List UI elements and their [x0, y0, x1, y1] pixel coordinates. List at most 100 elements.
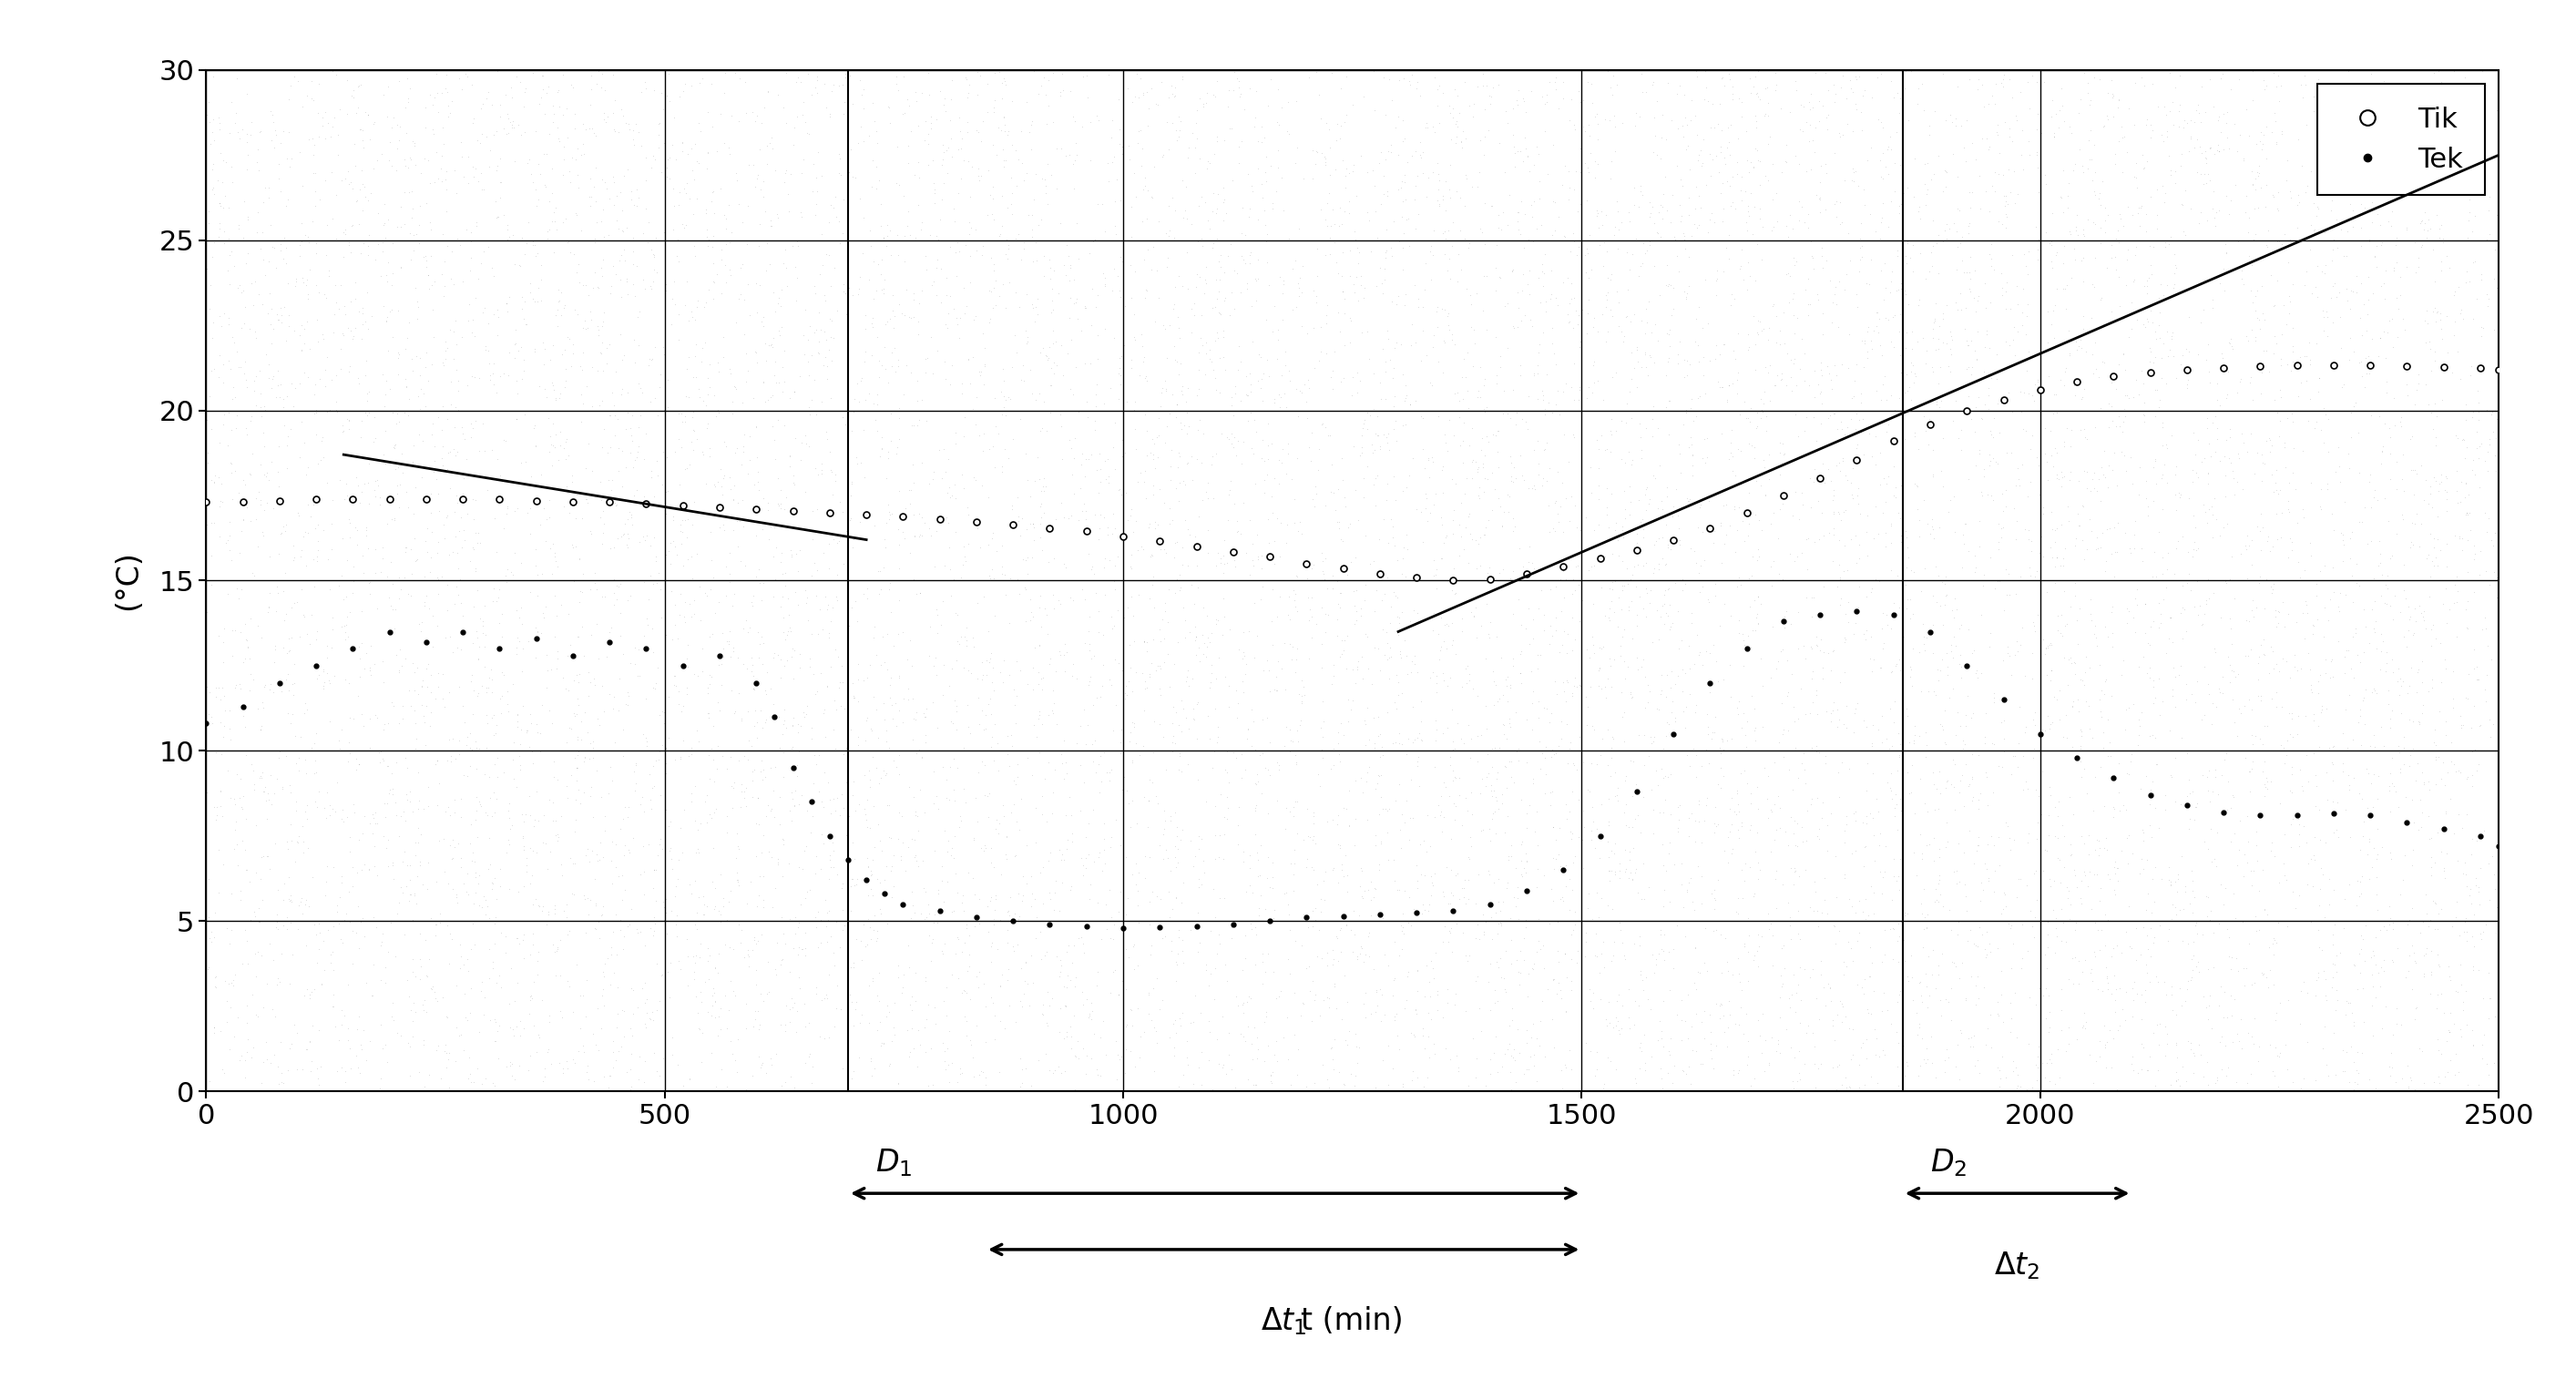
Point — [459, 267, 500, 290]
Point — [191, 133, 232, 155]
Point — [247, 469, 289, 491]
Point — [793, 283, 835, 305]
Point — [582, 311, 623, 333]
Point — [1177, 691, 1218, 713]
Point — [788, 403, 829, 425]
Point — [2017, 446, 2058, 469]
Point — [242, 525, 283, 547]
Point — [1569, 978, 1610, 1000]
Point — [361, 364, 402, 386]
Point — [801, 662, 842, 684]
Point — [2331, 520, 2372, 543]
Point — [1692, 211, 1734, 234]
Point — [1476, 364, 1517, 386]
Point — [938, 603, 979, 625]
Point — [417, 583, 459, 606]
Point — [526, 173, 567, 196]
Point — [1826, 716, 1868, 739]
Point — [415, 914, 456, 936]
Point — [214, 459, 255, 481]
Point — [1293, 476, 1334, 498]
Point — [1703, 172, 1744, 194]
Point — [422, 418, 464, 441]
Point — [1188, 519, 1229, 541]
Point — [971, 702, 1012, 725]
Point — [824, 914, 866, 936]
Point — [866, 795, 907, 817]
Point — [1255, 665, 1296, 687]
Point — [2380, 284, 2421, 306]
Point — [582, 301, 623, 323]
Point — [1535, 354, 1577, 376]
Point — [453, 557, 495, 579]
Point — [634, 775, 675, 797]
Point — [1383, 902, 1425, 925]
Point — [804, 346, 845, 368]
Point — [1211, 395, 1252, 417]
Point — [1922, 231, 1963, 253]
Point — [2452, 308, 2494, 330]
Point — [603, 718, 644, 740]
Point — [1252, 851, 1293, 873]
Point — [1373, 1080, 1414, 1102]
Point — [922, 467, 963, 490]
Point — [258, 166, 299, 189]
Point — [1038, 900, 1079, 922]
Point — [1471, 92, 1512, 115]
Point — [2166, 1069, 2208, 1091]
Point — [2141, 611, 2182, 634]
Point — [404, 147, 446, 169]
Point — [1342, 646, 1383, 669]
Point — [2087, 256, 2128, 278]
Point — [1824, 631, 1865, 653]
Point — [564, 456, 605, 478]
Point — [613, 484, 654, 506]
Point — [1306, 1067, 1347, 1090]
Point — [641, 734, 683, 757]
Point — [1703, 210, 1744, 232]
Point — [2110, 537, 2151, 560]
Point — [2437, 891, 2478, 914]
Point — [2437, 427, 2478, 449]
Point — [853, 970, 894, 992]
Point — [1986, 895, 2027, 918]
Point — [726, 154, 768, 176]
Point — [538, 964, 580, 986]
Point — [1368, 439, 1409, 462]
Point — [1221, 523, 1262, 546]
Point — [1095, 809, 1136, 831]
Point — [2318, 596, 2360, 618]
Point — [1025, 344, 1066, 367]
Point — [2022, 341, 2063, 364]
Point — [2385, 967, 2427, 989]
Point — [2246, 530, 2287, 553]
Point — [2236, 821, 2277, 844]
Point — [2287, 602, 2329, 624]
Point — [878, 557, 920, 579]
Point — [1765, 821, 1806, 844]
Point — [1358, 424, 1399, 446]
Point — [2143, 588, 2184, 610]
Point — [1141, 313, 1182, 336]
Point — [781, 206, 822, 228]
Point — [402, 993, 443, 1016]
Point — [1546, 712, 1587, 734]
Point — [765, 995, 806, 1017]
Point — [2156, 1003, 2197, 1025]
Point — [1811, 711, 1852, 733]
Point — [1435, 113, 1476, 136]
Point — [415, 141, 456, 164]
Point — [232, 273, 273, 295]
Point — [1558, 235, 1600, 257]
Point — [1484, 981, 1525, 1003]
Point — [987, 123, 1028, 145]
Point — [2192, 180, 2233, 203]
Point — [1007, 283, 1048, 305]
Point — [1950, 642, 1991, 665]
Point — [1814, 74, 1855, 97]
Point — [252, 111, 294, 133]
Point — [2053, 695, 2094, 718]
Point — [1182, 95, 1224, 118]
Point — [1592, 571, 1633, 593]
Point — [234, 270, 276, 292]
